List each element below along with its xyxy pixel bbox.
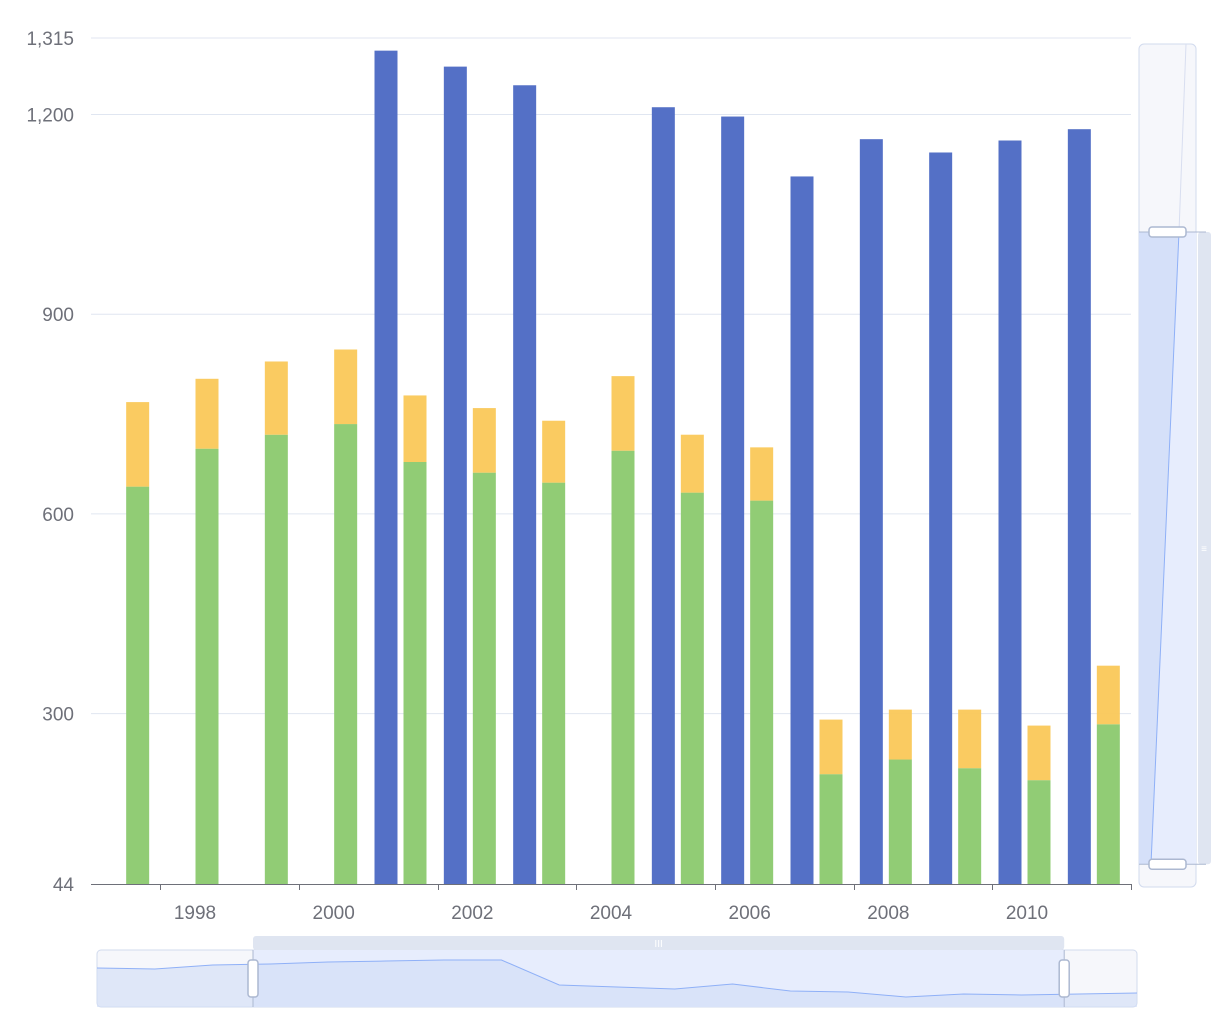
- x-tick-label: 1998: [174, 903, 216, 924]
- bar-series2-1999[interactable]: [264, 434, 288, 884]
- bar-series3-2005[interactable]: [680, 434, 704, 493]
- x-zoom-move-bar[interactable]: [253, 936, 1065, 950]
- x-zoom-grip-icon: III: [654, 939, 662, 950]
- x-tick-label: 2006: [729, 903, 771, 924]
- x-zoom-data-line: [96, 959, 1138, 998]
- y-zoom-data-shadow: [1139, 231, 1179, 865]
- bar-series3-2006[interactable]: [750, 447, 774, 501]
- bar-series2-1998[interactable]: [195, 448, 219, 884]
- y-zoom-data-line: [1150, 231, 1180, 865]
- bar-series2-2010[interactable]: [1027, 780, 1051, 884]
- bar-series3-2000[interactable]: [334, 349, 358, 425]
- bar-series1-2005[interactable]: [651, 107, 675, 884]
- bar-series2-2011[interactable]: [1096, 724, 1120, 884]
- bar-series2-2008[interactable]: [888, 759, 912, 884]
- bar-series1-2002[interactable]: [443, 66, 467, 884]
- x-tick-label: 2002: [451, 903, 493, 924]
- bar-series3-2011[interactable]: [1096, 665, 1120, 725]
- bar-series2-2002[interactable]: [472, 472, 496, 884]
- y-tick-label: 300: [42, 705, 74, 726]
- bar-series1-2010[interactable]: [998, 140, 1022, 884]
- x-tick-label: 2010: [1006, 903, 1048, 924]
- bar-series1-2007[interactable]: [790, 176, 814, 884]
- bar-series3-2004[interactable]: [611, 376, 635, 451]
- bar-series3-2002[interactable]: [472, 408, 496, 473]
- x-tick-label: 2000: [313, 903, 355, 924]
- y-zoom-end-handle[interactable]: [1148, 226, 1187, 238]
- y-zoom-data-line-outside: [1178, 43, 1187, 233]
- bar-series2-2009[interactable]: [958, 768, 982, 884]
- bar-series1-2011[interactable]: [1067, 129, 1091, 884]
- x-tick-label: 2008: [867, 903, 909, 924]
- bar-series1-2009[interactable]: [929, 152, 953, 885]
- bar-series3-1999[interactable]: [264, 361, 288, 435]
- y-tick-label: 1,315: [26, 29, 74, 50]
- x-zoom-start-handle[interactable]: [247, 959, 259, 998]
- bar-series2-2003[interactable]: [542, 482, 566, 884]
- bar-series1-2008[interactable]: [859, 139, 883, 884]
- y-zoom-start-handle[interactable]: [1148, 858, 1187, 870]
- bar-series1-2003[interactable]: [513, 85, 537, 884]
- y-tick-label: 44: [53, 875, 75, 896]
- bar-series1-2006[interactable]: [721, 116, 745, 885]
- x-tick-label: 2004: [590, 903, 633, 924]
- bar-series3-1997[interactable]: [126, 402, 150, 487]
- x-zoom-data-shadow: [97, 960, 1137, 1007]
- bar-series3-2003[interactable]: [542, 420, 566, 483]
- bar-series2-2007[interactable]: [819, 774, 843, 884]
- x-zoom-end-handle[interactable]: [1058, 959, 1070, 998]
- y-tick-label: 600: [42, 505, 74, 526]
- bar-series3-2007[interactable]: [819, 719, 843, 775]
- bar-series3-2009[interactable]: [958, 709, 982, 769]
- y-zoom-move-bar[interactable]: [1198, 231, 1211, 865]
- y-tick-label: 900: [42, 305, 74, 326]
- bar-series2-2004[interactable]: [611, 450, 635, 884]
- bar-series2-2001[interactable]: [403, 461, 427, 884]
- bar-series2-1997[interactable]: [126, 486, 150, 884]
- bar-series2-2006[interactable]: [750, 500, 774, 884]
- bar-series3-2001[interactable]: [403, 395, 427, 462]
- y-zoom-grip-icon: ≡: [1201, 544, 1207, 555]
- bar-series3-2010[interactable]: [1027, 725, 1051, 781]
- bar-series2-2000[interactable]: [334, 424, 358, 884]
- bar-series3-2008[interactable]: [888, 709, 912, 760]
- bar-series1-2001[interactable]: [374, 50, 398, 885]
- bar-series2-2005[interactable]: [680, 492, 704, 884]
- bar-series3-1998[interactable]: [195, 378, 219, 449]
- y-tick-label: 1,200: [26, 106, 74, 127]
